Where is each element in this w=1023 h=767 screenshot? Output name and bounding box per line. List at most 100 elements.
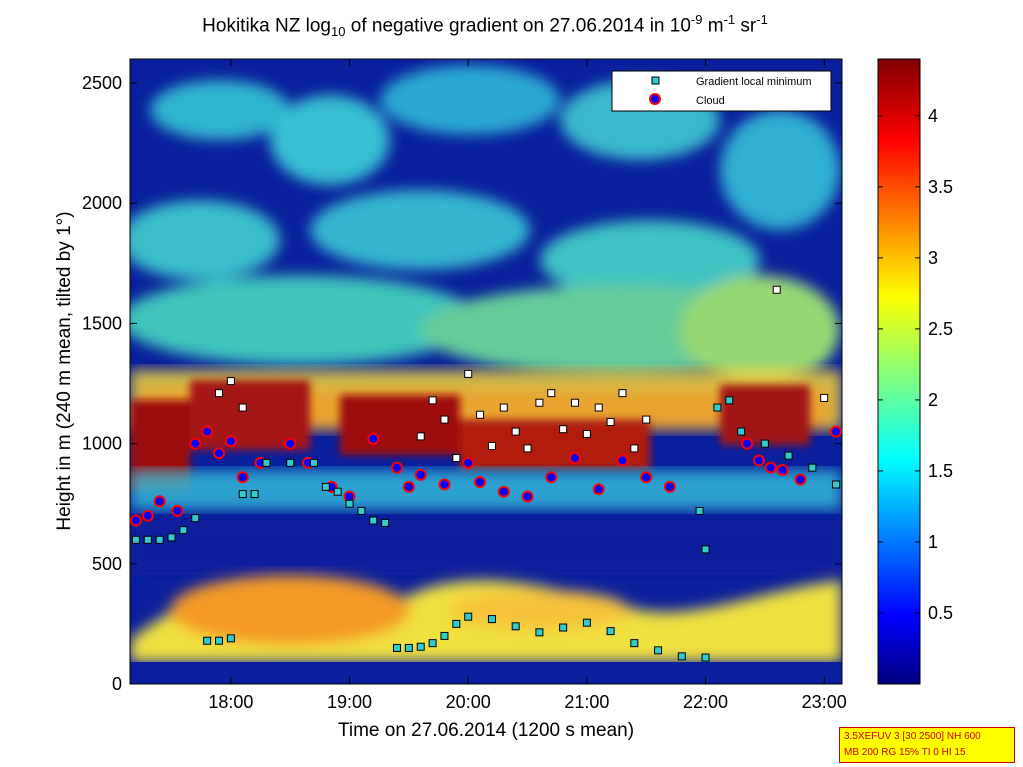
colorbar-tick-label: 2.5 xyxy=(928,319,953,339)
cloud-top-minimum-point xyxy=(499,403,508,412)
cloud-top-minimum-point xyxy=(642,415,651,424)
gradient-minimum-point xyxy=(416,642,425,651)
y-tick-label: 2500 xyxy=(82,73,122,93)
cloud-top-minimum-point xyxy=(772,285,781,294)
cloud-point xyxy=(830,425,842,438)
gradient-minimum-point xyxy=(737,427,746,436)
gradient-minimum-point xyxy=(215,636,223,645)
gradient-minimum-point xyxy=(381,518,390,527)
y-axis-ticks: 0 500 1000 1500 2000 2500 xyxy=(82,73,842,694)
cloud-point xyxy=(752,454,765,467)
gradient-minimum-point xyxy=(226,634,235,643)
cloud-top-minimum-point xyxy=(476,410,485,419)
gradient-minimum-point xyxy=(286,458,295,467)
cloud-point xyxy=(462,456,475,469)
plot-frame xyxy=(129,58,843,685)
cloud-top-minimum-point xyxy=(440,415,449,424)
cloud-top-minimum-point xyxy=(571,398,579,407)
cloud-point xyxy=(141,509,154,522)
gradient-minimum-point xyxy=(464,612,473,621)
gradient-minimum-point xyxy=(345,499,354,508)
colorbar xyxy=(877,58,921,685)
cloud-point xyxy=(663,480,676,493)
gradient-minimum-point xyxy=(559,623,568,632)
legend-label-gradient-minimum: Gradient local minimum xyxy=(696,76,812,88)
cloud-point xyxy=(201,425,214,438)
cloud-point xyxy=(213,447,225,460)
cloud-top-minimum-point xyxy=(215,389,223,398)
gradient-minimum-point xyxy=(808,463,817,472)
gradient-minimum-point xyxy=(167,533,176,542)
colorbar-tick-label: 1.5 xyxy=(928,461,953,481)
gradient-minimum-point xyxy=(701,653,710,662)
cloud-point xyxy=(153,495,166,508)
cloud-point xyxy=(438,478,451,491)
gradient-minimum-point xyxy=(321,482,330,491)
cloud-point xyxy=(521,490,534,503)
cloud-top-minimum-point xyxy=(226,377,235,386)
cloud-top-minimum-point xyxy=(559,425,568,434)
cloud-point xyxy=(569,452,581,465)
x-tick-label: 20:00 xyxy=(446,692,491,712)
gradient-minimum-point xyxy=(511,622,520,631)
gradient-minimum-point xyxy=(131,535,140,544)
gradient-minimum-point xyxy=(393,643,401,652)
gradient-minimum-point xyxy=(677,652,686,661)
cloud-top-minimum-point xyxy=(428,396,437,405)
cloud-point xyxy=(764,461,777,474)
cloud-top-minimum-point xyxy=(606,417,615,426)
cloud-point xyxy=(391,461,403,474)
x-tick-label: 21:00 xyxy=(564,692,609,712)
gradient-minimum-point xyxy=(428,639,437,648)
cloud-point xyxy=(776,464,789,477)
cloud-top-minimum-point xyxy=(487,442,496,451)
cloud-top-minimum-point xyxy=(618,389,627,398)
cloud-point xyxy=(474,476,487,489)
colorbar-tick-label: 2 xyxy=(928,390,938,410)
cloud-top-minimum-point xyxy=(535,398,544,407)
cloud-top-minimum-point xyxy=(594,403,603,412)
gradient-minimum-point xyxy=(369,516,378,525)
cloud-top-minimum-point xyxy=(630,444,639,453)
gradient-minimum-point xyxy=(582,618,591,627)
legend-label-cloud: Cloud xyxy=(696,95,725,107)
gradient-minimum-point xyxy=(760,439,769,448)
gradient-minimum-point xyxy=(535,628,544,637)
colorbar-tick-label: 0.5 xyxy=(928,603,953,623)
heatmap-field xyxy=(130,59,842,684)
x-axis-ticks: 18:00 19:00 20:00 21:00 22:00 23:00 xyxy=(208,59,847,712)
gradient-minimum-point xyxy=(155,535,164,544)
info-line-1: 3.5XEFUV 3 [30 2500] NH 600 xyxy=(844,731,981,742)
cloud-point xyxy=(367,432,380,445)
cloud-point xyxy=(402,480,415,493)
cloud-top-minimum-point xyxy=(464,369,473,378)
cloud-point xyxy=(741,437,754,450)
x-tick-label: 19:00 xyxy=(327,692,372,712)
cloud-point xyxy=(414,468,427,481)
cloud-point xyxy=(189,437,202,450)
cloud-top-minimum-point xyxy=(547,389,556,398)
cloud-top-minimum-point xyxy=(238,403,247,412)
gradient-minimum-point xyxy=(250,490,259,499)
gradient-minimum-point xyxy=(309,458,318,467)
y-tick-label: 500 xyxy=(92,554,122,574)
y-tick-label: 0 xyxy=(112,674,122,694)
info-line-2: MB 200 RG 15% TI 0 HI 15 xyxy=(844,747,966,758)
gradient-minimum-point xyxy=(487,615,496,624)
gradient-minimum-point xyxy=(238,490,247,499)
gradient-minimum-point xyxy=(654,646,663,655)
cloud-point xyxy=(640,471,653,484)
cloud-point xyxy=(497,485,510,498)
gradient-minimum-point xyxy=(695,506,704,515)
x-axis-label: Time on 27.06.2014 (1200 s mean) xyxy=(338,720,634,741)
gradient-minimum-point xyxy=(333,487,342,496)
gradient-minimum-point xyxy=(440,631,449,640)
series-markers xyxy=(130,285,842,662)
gradient-minimum-point xyxy=(701,545,710,554)
chart-title: Hokitika NZ log10 of negative gradient o… xyxy=(202,12,768,40)
cloud-point xyxy=(236,471,249,484)
legend-box xyxy=(611,70,832,112)
cloud-point xyxy=(545,471,558,484)
gradient-minimum-point xyxy=(452,619,461,628)
gradient-minimum-point xyxy=(832,480,841,489)
